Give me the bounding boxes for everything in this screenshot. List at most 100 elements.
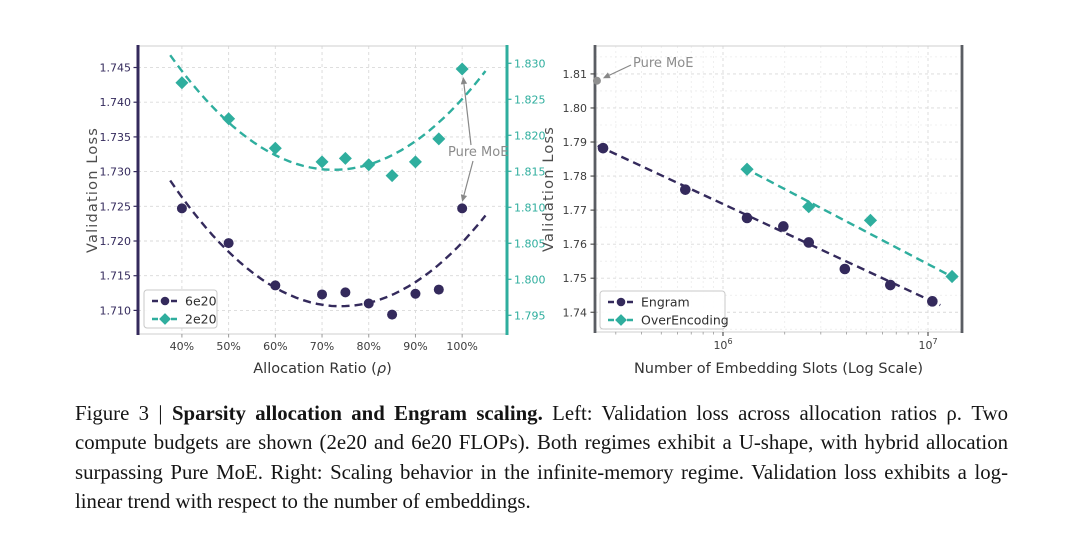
data-point-6e20 xyxy=(340,287,351,298)
data-point-6e20 xyxy=(457,203,468,214)
y-tick-label: 1.77 xyxy=(563,204,588,217)
data-point-Engram xyxy=(778,221,789,232)
y-right-tick-label: 1.800 xyxy=(514,273,546,286)
x-tick-label: 107 xyxy=(918,337,937,352)
data-point-6e20 xyxy=(410,288,421,299)
y-tick-label: 1.75 xyxy=(563,272,588,285)
data-point-OverEncoding xyxy=(863,213,878,227)
y-axis-label: Validation Loss xyxy=(85,127,101,253)
data-point-6e20 xyxy=(176,203,187,214)
data-point-Engram xyxy=(839,263,851,275)
data-point-2e20 xyxy=(408,155,422,169)
data-point-2e20 xyxy=(175,76,189,90)
x-tick-label: 100% xyxy=(446,340,477,353)
data-point-6e20 xyxy=(223,238,234,249)
y-tick-label: 1.76 xyxy=(563,238,588,251)
line xyxy=(463,83,472,146)
x-axis-label: Number of Embedding Slots (Log Scale) xyxy=(634,361,923,377)
legend-label: Engram xyxy=(641,295,690,310)
y-tick-label: 1.78 xyxy=(563,170,588,183)
left-chart: 1.710 1.715 1.720 1.725 1.730 1.735 1.740 1.745… xyxy=(85,45,546,377)
data-point-2e20 xyxy=(432,132,446,146)
data-point-6e20 xyxy=(363,298,374,309)
x-tick-label: 50% xyxy=(216,340,240,353)
y-tick-label: 1.74 xyxy=(563,306,588,319)
data-point-Engram xyxy=(885,279,896,291)
data-point-Engram xyxy=(803,237,815,248)
data-point-2e20 xyxy=(315,155,329,169)
trend-2e20 xyxy=(169,54,487,172)
line xyxy=(743,166,955,279)
data-point-OverEncoding xyxy=(740,162,754,176)
figure-caption: Figure 3 | Sparsity allocation and Engra… xyxy=(75,399,1008,517)
y-left-tick-label: 1.740 xyxy=(100,96,132,109)
right-chart: 1.74 1.75 1.76 1.77 1.78 1.79 1.80 1.81 106 107 Va… xyxy=(541,45,964,377)
arrowhead xyxy=(602,72,611,79)
legend-label: 2e20 xyxy=(185,312,217,327)
figure-3-plots: 1.7101.7151.7201.7251.7301.7351.7401.745… xyxy=(85,45,964,377)
y-left-tick-label: 1.745 xyxy=(100,62,132,75)
x-tick-label: 40% xyxy=(170,340,194,353)
caption-title: Sparsity allocation and Engram scaling. xyxy=(171,402,543,425)
x-axis-label: Allocation Ratio (ρ) xyxy=(253,361,391,377)
annotation-text: Pure MoE xyxy=(448,145,508,160)
data-point-pure-moe xyxy=(592,76,601,85)
figure-3: 1.710 1.715 1.720 1.725 1.730 1.735 1.740 1.745… xyxy=(85,45,964,377)
annotation-text: Pure MoE xyxy=(633,56,693,71)
data-point-2e20 xyxy=(455,62,469,76)
y-left-tick-label: 1.735 xyxy=(100,131,132,144)
y-tick-label: 1.79 xyxy=(563,136,588,149)
y-tick-label: 1.81 xyxy=(563,68,588,81)
y-left-tick-label: 1.710 xyxy=(100,304,132,317)
x-tick-label: 70% xyxy=(310,340,334,353)
data-point-Engram xyxy=(927,296,938,307)
annotation-pure-moe: Pure MoE xyxy=(602,56,693,79)
x-tick-label: 60% xyxy=(263,340,287,353)
legend-marker xyxy=(159,313,171,325)
data-point-2e20 xyxy=(222,112,236,126)
y-axis-label: Validation Loss xyxy=(541,126,557,252)
y-left-tick-label: 1.720 xyxy=(100,235,132,248)
annotation-pure-moe: Pure MoE xyxy=(448,77,508,202)
y-right-tick-label: 1.820 xyxy=(514,129,546,142)
data-point-2e20 xyxy=(385,169,399,183)
data-point-Engram xyxy=(741,212,753,224)
legend-marker xyxy=(615,314,627,326)
data-point-OverEncoding xyxy=(945,269,959,284)
arrowhead xyxy=(460,77,468,85)
data-point-2e20 xyxy=(362,158,376,172)
x-tick-label: 90% xyxy=(403,340,427,353)
line xyxy=(609,64,632,76)
x-tick-label: 80% xyxy=(357,340,381,353)
data-point-6e20 xyxy=(387,309,398,320)
arrowhead xyxy=(460,194,468,202)
data-point-6e20 xyxy=(433,284,444,295)
trend-6e20 xyxy=(169,179,487,308)
data-point-6e20 xyxy=(270,280,281,291)
y-right-tick-label: 1.815 xyxy=(514,165,546,178)
y-left-tick-label: 1.725 xyxy=(100,200,132,213)
y-left-tick-label: 1.715 xyxy=(100,270,132,283)
data-point-Engram xyxy=(680,184,691,195)
caption-prefix: Figure 3 | xyxy=(75,402,172,425)
y-right-tick-label: 1.795 xyxy=(514,309,546,322)
legend-label: 6e20 xyxy=(185,294,217,309)
line xyxy=(463,160,474,196)
y-tick-label: 1.80 xyxy=(563,102,588,115)
y-left-tick-label: 1.730 xyxy=(100,166,132,179)
data-point-Engram xyxy=(597,142,609,154)
x-tick-label: 106 xyxy=(713,337,732,352)
y-right-tick-label: 1.830 xyxy=(514,57,546,70)
legend-marker xyxy=(160,296,170,306)
y-right-tick-label: 1.825 xyxy=(514,93,546,106)
data-point-2e20 xyxy=(338,151,352,165)
legend-label: OverEncoding xyxy=(641,313,729,328)
legend-marker xyxy=(616,297,626,307)
data-point-2e20 xyxy=(268,141,282,155)
data-point-OverEncoding xyxy=(802,200,816,214)
caption-body: Left: Validation loss across allocation … xyxy=(75,402,1008,514)
y-right-tick-label: 1.805 xyxy=(514,237,546,250)
data-point-6e20 xyxy=(317,289,328,300)
line xyxy=(597,144,941,307)
